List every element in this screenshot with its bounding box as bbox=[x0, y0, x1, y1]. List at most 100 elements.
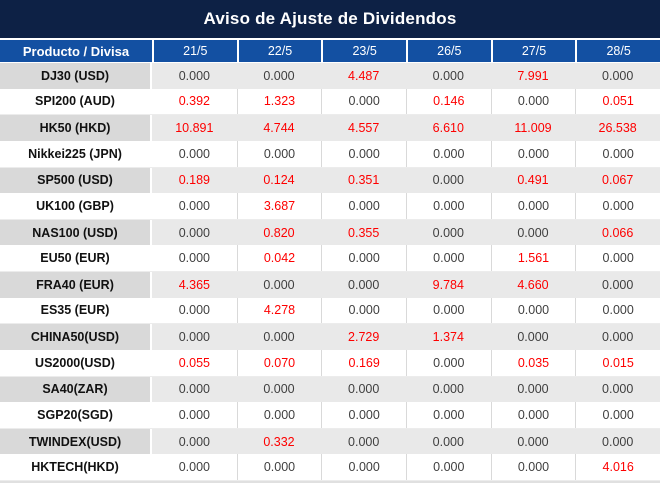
table-row: Nikkei225 (JPN) 0.000 0.000 0.000 0.000 0.000… bbox=[0, 140, 660, 168]
dividend-value-cell: 0.000 bbox=[321, 297, 406, 324]
table-row: SP500 (USD) 0.189 0.124 0.351 0.000 0.491 0.06… bbox=[0, 167, 660, 194]
dividend-value-cell: 0.000 bbox=[236, 376, 322, 403]
dividend-value-cell: 0.051 bbox=[575, 88, 660, 115]
table-row: NAS100 (USD) 0.000 0.820 0.355 0.000 0.000 0.0… bbox=[0, 219, 660, 246]
dividend-value-cell: 0.000 bbox=[575, 63, 660, 89]
dividend-value-cell: 0.000 bbox=[321, 88, 406, 115]
dividend-value-cell: 0.000 bbox=[575, 376, 660, 403]
table-row: UK100 (GBP) 0.000 3.687 0.000 0.000 0.000 0.00… bbox=[0, 193, 660, 220]
dividend-value-cell: 4.660 bbox=[490, 272, 576, 298]
product-cell: SPI200 (AUD) bbox=[0, 88, 152, 115]
date-column-header: 28/5 bbox=[575, 40, 660, 62]
product-cell: US2000(USD) bbox=[0, 349, 152, 376]
date-column-header: 21/5 bbox=[152, 40, 237, 62]
dividend-value-cell: 0.000 bbox=[236, 454, 322, 480]
product-cell: DJ30 (USD) bbox=[0, 63, 152, 89]
dividend-value-cell: 0.392 bbox=[152, 88, 237, 115]
dividend-value-cell: 0.000 bbox=[405, 63, 491, 89]
table-row: ES35 (EUR) 0.000 4.278 0.000 0.000 0.000 0.000 bbox=[0, 297, 660, 325]
product-cell: HK50 (HKD) bbox=[0, 115, 152, 141]
dividend-value-cell: 10.891 bbox=[152, 115, 237, 141]
dividend-value-cell: 0.000 bbox=[321, 193, 406, 219]
dividend-value-cell: 0.351 bbox=[321, 167, 406, 194]
dividend-value-cell: 0.000 bbox=[405, 193, 491, 219]
dividend-value-cell: 0.000 bbox=[490, 454, 576, 480]
product-cell: UK100 (GBP) bbox=[0, 193, 152, 219]
dividend-value-cell: 0.000 bbox=[490, 402, 576, 428]
dividend-value-cell: 0.000 bbox=[152, 324, 237, 350]
table-row: DJ30 (USD) 0.000 0.000 4.487 0.000 7.991 0.000 bbox=[0, 63, 660, 89]
dividend-value-cell: 0.042 bbox=[236, 245, 322, 271]
dividend-value-cell: 0.000 bbox=[405, 349, 491, 376]
date-column-header: 23/5 bbox=[321, 40, 406, 62]
dividend-value-cell: 0.146 bbox=[405, 88, 491, 115]
dividend-value-cell: 0.189 bbox=[152, 167, 237, 194]
table-title: Aviso de Ajuste de Dividendos bbox=[0, 0, 660, 38]
dividend-value-cell: 0.000 bbox=[490, 219, 576, 246]
dividend-value-cell: 26.538 bbox=[575, 115, 660, 141]
dividend-value-cell: 0.000 bbox=[405, 245, 491, 271]
table-row: SGP20(SGD) 0.000 0.000 0.000 0.000 0.000 0.000 bbox=[0, 402, 660, 429]
dividend-value-cell: 0.000 bbox=[575, 140, 660, 167]
dividend-value-cell: 0.000 bbox=[405, 428, 491, 455]
dividend-value-cell: 1.374 bbox=[405, 324, 491, 350]
table-row: HK50 (HKD) 10.891 4.744 4.557 6.610 11.009 26.… bbox=[0, 115, 660, 141]
dividend-value-cell: 0.000 bbox=[236, 63, 322, 89]
dividend-value-cell: 0.000 bbox=[405, 167, 491, 194]
dividend-value-cell: 0.169 bbox=[321, 349, 406, 376]
product-cell: SGP20(SGD) bbox=[0, 402, 152, 428]
dividend-value-cell: 0.000 bbox=[236, 140, 322, 167]
dividend-value-cell: 0.124 bbox=[236, 167, 322, 194]
dividend-value-cell: 0.000 bbox=[321, 376, 406, 403]
dividend-value-cell: 4.744 bbox=[236, 115, 322, 141]
dividend-value-cell: 0.332 bbox=[236, 428, 322, 455]
table-row: SPI200 (AUD) 0.392 1.323 0.000 0.146 0.000 0.0… bbox=[0, 88, 660, 116]
dividend-value-cell: 0.000 bbox=[490, 428, 576, 455]
date-column-header: 22/5 bbox=[236, 40, 322, 62]
dividend-value-cell: 2.729 bbox=[321, 324, 406, 350]
dividend-value-cell: 4.487 bbox=[321, 63, 406, 89]
dividend-value-cell: 0.000 bbox=[575, 402, 660, 428]
dividend-value-cell: 0.000 bbox=[152, 297, 237, 324]
dividend-value-cell: 0.355 bbox=[321, 219, 406, 246]
product-cell: HKTECH(HKD) bbox=[0, 454, 152, 480]
dividend-value-cell: 0.000 bbox=[490, 324, 576, 350]
dividend-value-cell: 0.000 bbox=[236, 402, 322, 428]
dividend-value-cell: 0.066 bbox=[575, 219, 660, 246]
product-cell: TWINDEX(USD) bbox=[0, 428, 152, 455]
dividend-value-cell: 0.491 bbox=[490, 167, 576, 194]
dividend-value-cell: 0.000 bbox=[490, 88, 576, 115]
dividend-value-cell: 0.000 bbox=[490, 297, 576, 324]
dividend-value-cell: 0.000 bbox=[152, 193, 237, 219]
dividend-value-cell: 0.000 bbox=[152, 402, 237, 428]
dividend-value-cell: 0.070 bbox=[236, 349, 322, 376]
dividend-value-cell: 0.000 bbox=[575, 297, 660, 324]
dividend-value-cell: 0.000 bbox=[321, 454, 406, 480]
dividend-value-cell: 4.016 bbox=[575, 454, 660, 480]
dividend-value-cell: 0.055 bbox=[152, 349, 237, 376]
dividend-value-cell: 0.000 bbox=[405, 402, 491, 428]
dividend-value-cell: 0.000 bbox=[152, 428, 237, 455]
product-cell: NAS100 (USD) bbox=[0, 219, 152, 246]
table-row: FRA40 (EUR) 4.365 0.000 0.000 9.784 4.660 0.00… bbox=[0, 272, 660, 298]
dividend-value-cell: 0.000 bbox=[321, 272, 406, 298]
dividend-value-cell: 1.323 bbox=[236, 88, 322, 115]
product-cell: ES35 (EUR) bbox=[0, 297, 152, 324]
dividend-value-cell: 0.015 bbox=[575, 349, 660, 376]
dividend-value-cell: 0.000 bbox=[575, 193, 660, 219]
product-cell: SA40(ZAR) bbox=[0, 376, 152, 403]
dividend-value-cell: 0.000 bbox=[490, 193, 576, 219]
dividend-value-cell: 4.557 bbox=[321, 115, 406, 141]
table-body: DJ30 (USD) 0.000 0.000 4.487 0.000 7.991 0.000… bbox=[0, 63, 660, 481]
product-cell: CHINA50(USD) bbox=[0, 324, 152, 350]
table-row: TWINDEX(USD) 0.000 0.332 0.000 0.000 0.000 0.0… bbox=[0, 428, 660, 455]
table-header-row: Producto / Divisa 21/5 22/5 23/5 26/5 27/5 28/… bbox=[0, 38, 660, 63]
table-row: US2000(USD) 0.055 0.070 0.169 0.000 0.035 0.01… bbox=[0, 349, 660, 377]
dividend-value-cell: 9.784 bbox=[405, 272, 491, 298]
dividend-value-cell: 0.000 bbox=[575, 428, 660, 455]
table-row: SA40(ZAR) 0.000 0.000 0.000 0.000 0.000 0.000 bbox=[0, 376, 660, 403]
dividend-value-cell: 0.000 bbox=[405, 376, 491, 403]
product-cell: Nikkei225 (JPN) bbox=[0, 140, 152, 167]
dividend-value-cell: 3.687 bbox=[236, 193, 322, 219]
